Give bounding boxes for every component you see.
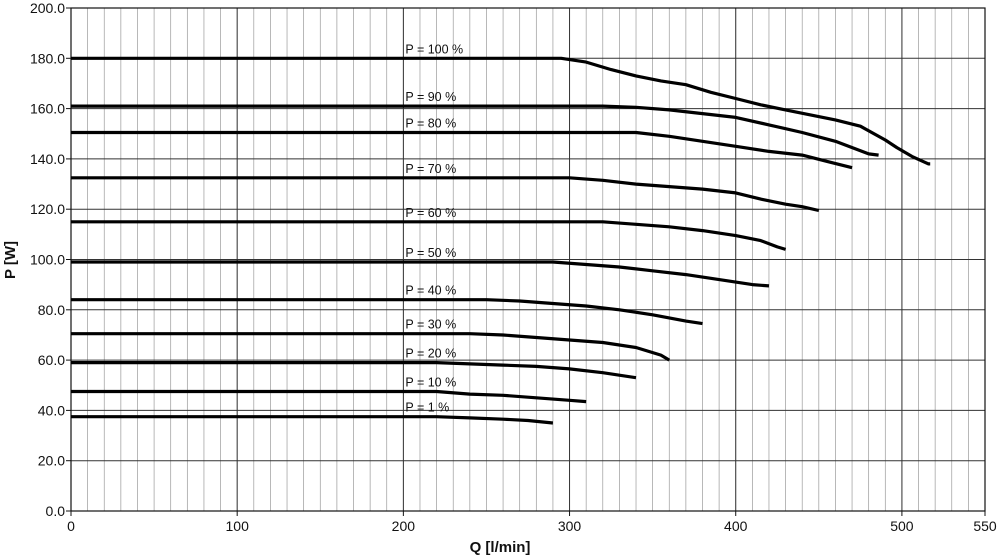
x-tick-label: 100 bbox=[226, 518, 250, 534]
plot-frame bbox=[70, 7, 986, 512]
x-tick-label: 550 bbox=[973, 518, 997, 534]
y-axis-title: P [W] bbox=[2, 241, 19, 279]
series-line bbox=[71, 415, 554, 425]
x-tick-label: 400 bbox=[724, 518, 748, 534]
series-line bbox=[71, 332, 671, 362]
y-tick-label: 120.0 bbox=[30, 201, 65, 217]
x-tick-label: 0 bbox=[67, 518, 75, 534]
y-tick-label: 80.0 bbox=[38, 302, 65, 318]
x-tick-label: 500 bbox=[890, 518, 914, 534]
series-label: P = 70 % bbox=[405, 162, 456, 176]
y-tick-label: 200.0 bbox=[30, 0, 65, 16]
series-label: P = 30 % bbox=[405, 318, 456, 332]
y-tick-label: 0.0 bbox=[46, 503, 66, 519]
y-tick-label: 20.0 bbox=[38, 453, 65, 469]
series-line bbox=[71, 130, 853, 170]
tick-label-layer: 0.0 20.0 40.0 60.0 80.0 100.0 120.0 140.0 160.0 1… bbox=[30, 0, 997, 534]
series-line bbox=[71, 298, 703, 326]
y-tick-label: 40.0 bbox=[38, 402, 65, 418]
series-label: P = 100 % bbox=[405, 42, 463, 56]
series-label-layer: P = 100 % P = 90 % P = 80 % P = 70 % P = 60 … bbox=[405, 42, 463, 414]
series-layer bbox=[71, 56, 931, 425]
series-label: P = 80 % bbox=[405, 116, 456, 130]
y-tick-label: 60.0 bbox=[38, 352, 65, 368]
series-line bbox=[71, 56, 931, 166]
series-label: P = 20 % bbox=[405, 347, 456, 361]
series-line bbox=[71, 104, 879, 157]
series-label: P = 50 % bbox=[405, 246, 456, 260]
y-tick-label: 160.0 bbox=[30, 101, 65, 117]
series-line bbox=[71, 220, 787, 251]
y-tick-label: 180.0 bbox=[30, 50, 65, 66]
x-tick-label: 200 bbox=[392, 518, 416, 534]
series-line bbox=[71, 361, 637, 380]
series-label: P = 1 % bbox=[405, 401, 449, 415]
x-axis-title: Q [l/min] bbox=[470, 539, 531, 556]
series-line bbox=[71, 260, 770, 288]
series-line bbox=[71, 389, 587, 404]
series-label: P = 10 % bbox=[405, 376, 456, 390]
y-tick-label: 140.0 bbox=[30, 151, 65, 167]
series-label: P = 60 % bbox=[405, 206, 456, 220]
y-tick-label: 100.0 bbox=[30, 252, 65, 268]
x-tick-label: 300 bbox=[558, 518, 582, 534]
series-line bbox=[71, 176, 820, 213]
series-label: P = 90 % bbox=[405, 90, 456, 104]
series-label: P = 40 % bbox=[405, 284, 456, 298]
